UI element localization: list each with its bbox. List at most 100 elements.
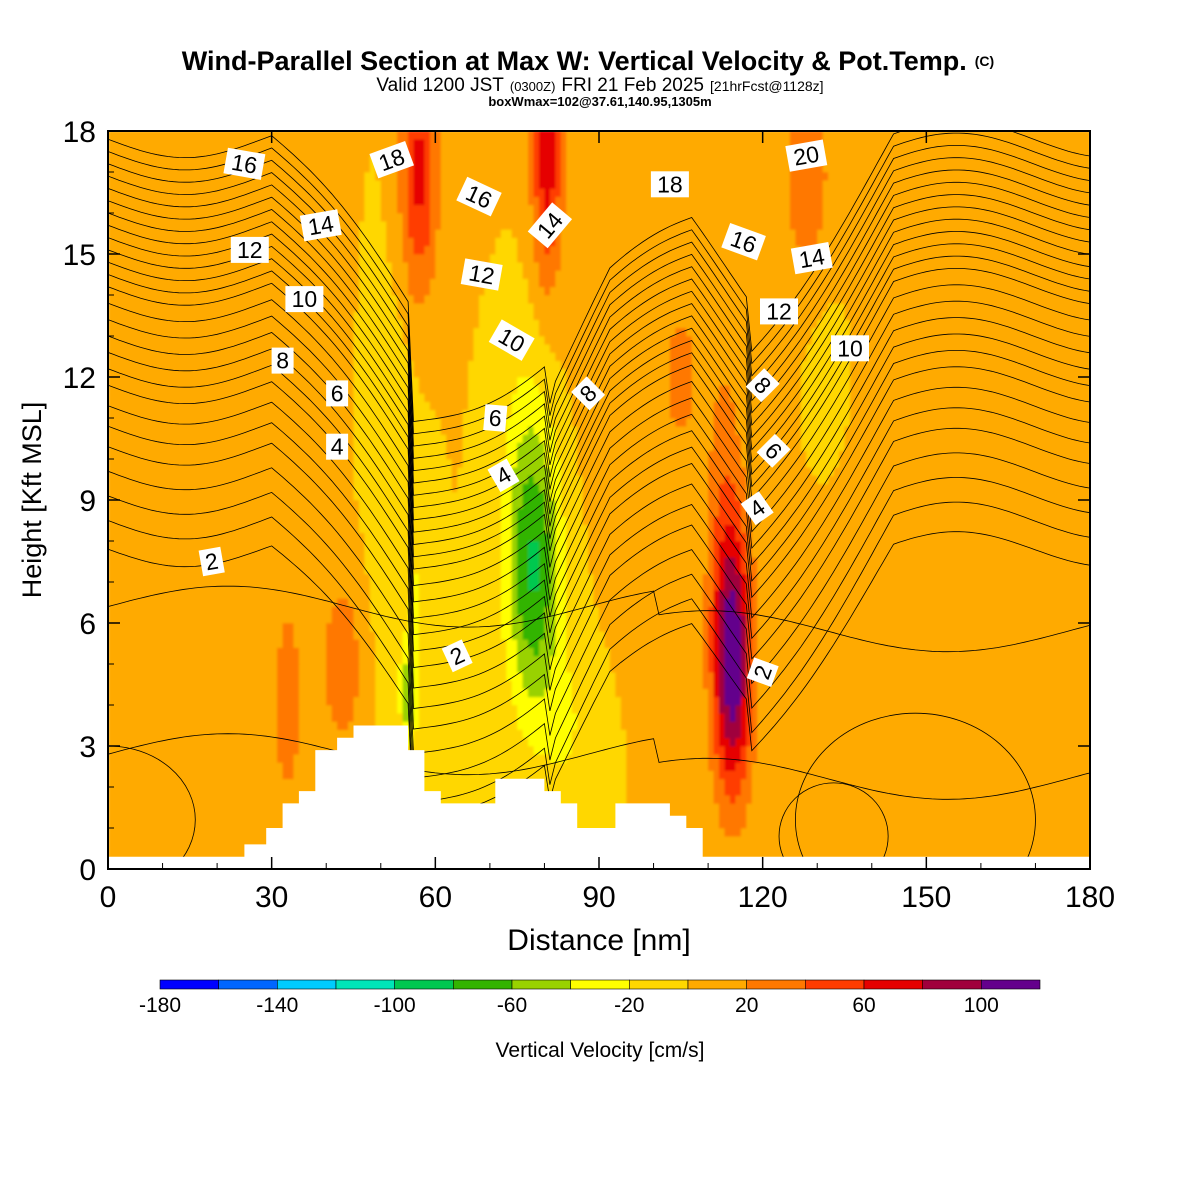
velocity-cell — [566, 639, 606, 648]
velocity-cell — [746, 729, 753, 739]
velocity-cell — [713, 532, 726, 542]
velocity-cell — [686, 327, 813, 337]
velocity-cell — [298, 671, 327, 681]
velocity-cell — [757, 647, 1090, 657]
velocity-cell — [451, 458, 464, 468]
velocity-cell — [566, 524, 589, 534]
velocity-cell — [375, 704, 398, 714]
velocity-cell — [560, 507, 584, 517]
velocity-cell — [740, 622, 747, 632]
velocity-cell — [740, 540, 747, 550]
velocity-cell — [811, 466, 835, 476]
theta-contour-line — [108, 300, 1090, 603]
velocity-cell — [719, 811, 747, 821]
velocity-cell — [408, 220, 431, 230]
velocity-cell — [849, 327, 1090, 337]
velocity-cell — [822, 138, 1090, 148]
velocity-cell — [566, 753, 627, 763]
velocity-cell — [457, 475, 502, 484]
velocity-cell — [108, 286, 360, 296]
velocity-cell — [108, 294, 360, 304]
velocity-cell — [724, 753, 742, 763]
velocity-cell — [369, 622, 409, 632]
colorbar-swatch — [746, 979, 806, 990]
velocity-cell — [740, 655, 747, 665]
velocity-cell — [751, 524, 1090, 534]
velocity-cell — [391, 278, 409, 288]
velocity-cell — [593, 581, 704, 591]
velocity-cell — [511, 475, 529, 484]
velocity-cell — [822, 204, 1090, 214]
velocity-cell — [729, 794, 736, 804]
velocity-cell — [375, 770, 627, 780]
velocity-cell — [353, 614, 371, 624]
velocity-cell — [353, 704, 376, 714]
velocity-cell — [839, 450, 1090, 460]
velocity-cell — [397, 196, 409, 206]
velocity-cell — [522, 270, 540, 279]
velocity-cell — [849, 384, 1090, 394]
velocity-cell — [713, 721, 720, 730]
velocity-cell — [708, 458, 742, 468]
velocity-cell — [108, 794, 371, 804]
velocity-cell — [757, 663, 1090, 673]
velocity-cell — [495, 245, 518, 255]
axis-ticks: 0 30 60 90 120 150 180 0 3 6 9 12 15 18 — [63, 116, 1115, 914]
velocity-cell — [375, 753, 551, 763]
velocity-cell — [719, 589, 731, 599]
velocity-cell — [108, 278, 360, 288]
velocity-cell — [353, 319, 404, 329]
velocity-cell — [511, 680, 524, 689]
velocity-cell — [408, 270, 436, 279]
velocity-cell — [108, 647, 278, 657]
velocity-cell — [757, 630, 1090, 640]
velocity-cell — [724, 655, 742, 665]
velocity-cell — [511, 483, 524, 493]
velocity-cell — [708, 507, 720, 517]
velocity-cell — [555, 540, 567, 550]
x-tick-label: 60 — [419, 881, 452, 914]
velocity-cell — [364, 212, 382, 222]
velocity-cell — [440, 171, 529, 181]
velocity-cell — [293, 639, 327, 648]
velocity-cell — [555, 557, 567, 566]
velocity-cell — [849, 352, 1090, 361]
velocity-cell — [713, 655, 720, 665]
velocity-cell — [418, 614, 502, 624]
velocity-cell — [719, 680, 726, 689]
velocity-cell — [800, 434, 846, 443]
velocity-cell — [522, 614, 546, 624]
velocity-cell — [108, 770, 284, 780]
velocity-cell — [517, 589, 551, 599]
velocity-cell — [517, 655, 551, 665]
velocity-cell — [549, 466, 562, 476]
velocity-cell — [528, 196, 540, 206]
velocity-cell — [708, 516, 715, 525]
velocity-cell — [517, 384, 540, 394]
velocity-cell — [800, 360, 851, 370]
contour-label: 4 — [326, 433, 349, 460]
velocity-cell — [500, 548, 513, 558]
velocity-cell — [609, 663, 704, 673]
velocity-cell — [751, 614, 758, 624]
velocity-cell — [408, 278, 431, 288]
velocity-cell — [418, 680, 513, 689]
contour-label-box — [721, 222, 766, 261]
velocity-cell — [435, 409, 464, 419]
velocity-cell — [506, 655, 518, 665]
velocity-cell — [708, 499, 720, 509]
velocity-cell — [555, 598, 567, 607]
velocity-cell — [108, 606, 333, 616]
x-axis-label: Distance [nm] — [507, 924, 690, 957]
velocity-cell — [789, 220, 824, 230]
velocity-cell — [364, 188, 382, 197]
velocity-cell — [849, 343, 1090, 353]
velocity-cell — [528, 163, 535, 173]
velocity-cell — [440, 155, 529, 165]
velocity-cell — [397, 204, 409, 214]
velocity-cell — [555, 606, 567, 616]
terrain-mask — [108, 725, 1090, 869]
velocity-cell — [538, 639, 556, 648]
velocity-cell — [740, 712, 747, 722]
velocity-cell — [538, 319, 818, 329]
